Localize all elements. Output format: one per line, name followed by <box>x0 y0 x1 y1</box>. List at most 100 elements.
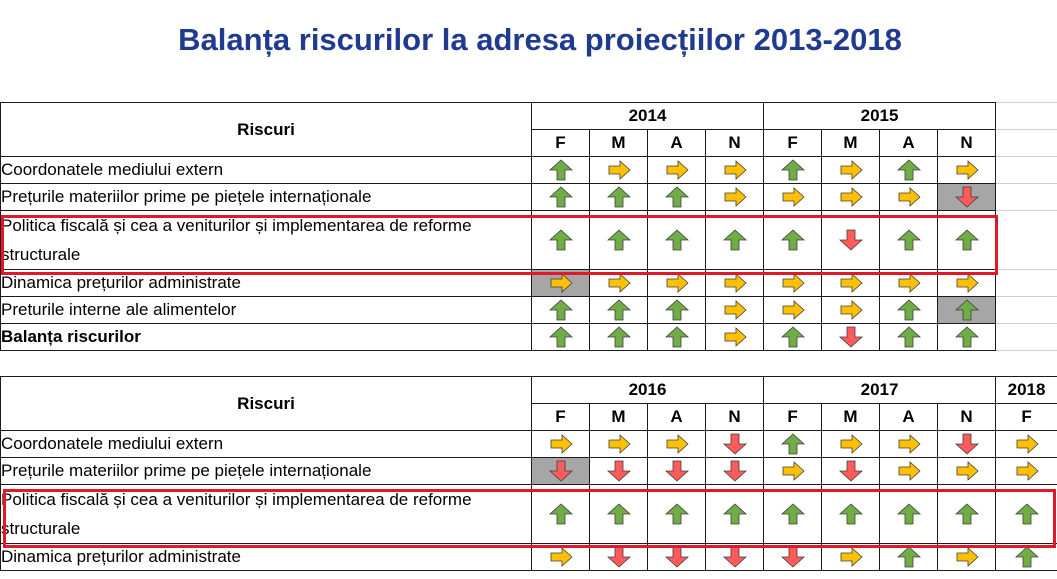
red-down-arrow-icon <box>722 460 747 482</box>
risk-cell <box>531 430 590 458</box>
empty-cell <box>995 210 1057 270</box>
risk-row: Prețurile materiilor prime pe piețele in… <box>0 457 1057 485</box>
green-up-arrow-icon <box>722 229 747 251</box>
green-up-arrow-icon <box>606 503 631 525</box>
risk-cell <box>531 543 590 571</box>
risk-cell <box>821 323 881 351</box>
green-up-arrow-icon <box>1014 503 1039 525</box>
empty-cell <box>995 269 1057 297</box>
yellow-right-arrow-icon <box>1015 460 1039 481</box>
risk-cell <box>879 296 939 324</box>
red-down-arrow-icon <box>664 460 689 482</box>
green-up-arrow-icon <box>664 299 689 321</box>
risk-cell <box>647 543 706 571</box>
red-down-arrow-icon <box>954 433 979 455</box>
yellow-right-arrow-icon <box>665 159 689 180</box>
yellow-right-arrow-icon <box>839 433 863 454</box>
month-header: N <box>937 403 997 431</box>
risk-cell <box>589 296 648 324</box>
risk-label: Prețurile materiilor prime pe piețele in… <box>0 183 532 211</box>
year-header-2017: 2017 <box>763 376 997 404</box>
risk-cell <box>647 183 706 211</box>
risk-cell <box>763 269 823 297</box>
green-up-arrow-icon <box>548 326 573 348</box>
yellow-right-arrow-icon <box>897 433 921 454</box>
risk-cell <box>995 543 1057 571</box>
risk-label: Dinamica prețurilor administrate <box>0 269 532 297</box>
risk-cell <box>647 457 706 485</box>
risk-cell <box>879 457 939 485</box>
green-up-arrow-icon <box>954 229 979 251</box>
yellow-right-arrow-icon <box>781 299 805 320</box>
risk-cell <box>704 296 765 324</box>
risk-cell <box>937 269 997 297</box>
risk-cell <box>821 156 881 184</box>
risk-cell <box>995 430 1057 458</box>
risk-cell <box>589 156 648 184</box>
yellow-right-arrow-icon <box>781 186 805 207</box>
risk-cell <box>763 457 823 485</box>
month-header: N <box>704 403 765 431</box>
risk-cell <box>589 484 648 544</box>
risk-cell <box>763 484 823 544</box>
risk-cell <box>879 210 939 270</box>
month-header: A <box>647 129 706 157</box>
green-up-arrow-icon <box>1014 546 1039 568</box>
green-up-arrow-icon <box>548 299 573 321</box>
risk-cell <box>821 430 881 458</box>
green-up-arrow-icon <box>664 503 689 525</box>
risk-cell <box>821 296 881 324</box>
yellow-right-arrow-icon <box>839 186 863 207</box>
page-title: Balanța riscurilor la adresa proiecțiilo… <box>178 22 902 57</box>
empty-cell <box>995 296 1057 324</box>
green-up-arrow-icon <box>954 326 979 348</box>
green-up-arrow-icon <box>896 546 921 568</box>
yellow-right-arrow-icon <box>723 159 747 180</box>
risk-cell <box>879 430 939 458</box>
yellow-right-arrow-icon <box>665 433 689 454</box>
risk-cell <box>821 269 881 297</box>
risk-label: Coordonatele mediului extern <box>0 430 532 458</box>
risk-cell <box>647 156 706 184</box>
risk-cell <box>647 430 706 458</box>
risk-cell <box>879 183 939 211</box>
red-down-arrow-icon <box>664 546 689 568</box>
yellow-right-arrow-icon <box>839 299 863 320</box>
red-down-arrow-icon <box>838 326 863 348</box>
risk-cell <box>704 323 765 351</box>
empty-cell <box>995 323 1057 351</box>
risk-cell <box>647 269 706 297</box>
green-up-arrow-icon <box>606 299 631 321</box>
risk-row: Prețurile materiilor prime pe piețele in… <box>0 183 1057 211</box>
risk-cell <box>937 323 997 351</box>
risk-cell <box>879 543 939 571</box>
yellow-right-arrow-icon <box>955 460 979 481</box>
yellow-right-arrow-icon <box>955 546 979 567</box>
yellow-right-arrow-icon <box>549 272 573 293</box>
green-up-arrow-icon <box>896 159 921 181</box>
risk-cell <box>589 323 648 351</box>
yellow-right-arrow-icon <box>839 272 863 293</box>
risk-cell <box>647 484 706 544</box>
red-down-arrow-icon <box>722 546 747 568</box>
yellow-right-arrow-icon <box>549 433 573 454</box>
risk-cell <box>821 210 881 270</box>
green-up-arrow-icon <box>954 503 979 525</box>
risk-cell <box>995 457 1057 485</box>
empty-cell <box>995 129 1057 157</box>
green-up-arrow-icon <box>780 159 805 181</box>
risk-cell <box>531 156 590 184</box>
green-up-arrow-icon <box>664 186 689 208</box>
risk-cell <box>763 156 823 184</box>
risk-cell <box>937 296 997 324</box>
risk-cell <box>704 430 765 458</box>
month-header: A <box>879 403 939 431</box>
yellow-right-arrow-icon <box>1015 433 1039 454</box>
yellow-right-arrow-icon <box>723 186 747 207</box>
yellow-right-arrow-icon <box>955 159 979 180</box>
yellow-right-arrow-icon <box>897 186 921 207</box>
risk-cell <box>589 269 648 297</box>
yellow-right-arrow-icon <box>607 272 631 293</box>
